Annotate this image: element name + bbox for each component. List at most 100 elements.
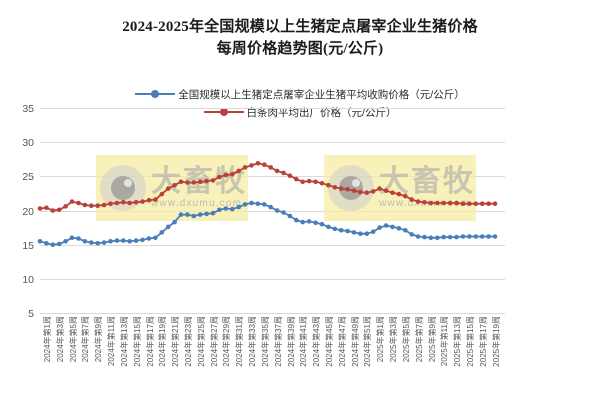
data-point[interactable] [492,201,498,206]
data-point[interactable] [217,207,222,213]
data-point[interactable] [44,241,49,246]
data-point[interactable] [101,202,107,208]
data-point[interactable] [319,180,325,186]
data-point[interactable] [217,174,222,180]
data-point[interactable] [82,202,88,208]
data-point[interactable] [364,190,370,195]
data-point[interactable] [428,235,434,241]
data-point[interactable] [460,201,466,206]
data-point[interactable] [114,238,120,243]
data-point[interactable] [441,234,447,240]
data-point[interactable] [191,180,197,185]
data-point[interactable] [178,179,184,185]
data-point[interactable] [326,224,331,230]
data-point[interactable] [89,203,94,208]
data-point[interactable] [63,239,68,244]
data-point[interactable] [69,235,75,241]
data-point[interactable] [447,200,453,206]
data-point[interactable] [133,238,139,243]
data-point[interactable] [409,232,415,237]
legend-item-pork-price[interactable]: 白条肉平均出厂价格（元/公斤） [203,104,396,120]
data-point[interactable] [274,208,280,213]
data-point[interactable] [236,204,241,210]
data-point[interactable] [441,200,447,206]
data-point[interactable] [89,240,94,245]
data-point[interactable] [185,212,190,217]
data-point[interactable] [159,191,165,197]
data-point[interactable] [249,200,254,206]
data-point[interactable] [313,220,318,226]
data-point[interactable] [435,235,440,241]
data-point[interactable] [165,186,171,191]
data-point[interactable] [479,201,485,206]
data-point[interactable] [242,202,248,207]
data-point[interactable] [313,179,318,185]
data-point[interactable] [133,200,139,205]
data-point[interactable] [172,182,177,188]
data-point[interactable] [127,200,132,206]
data-point[interactable] [204,211,209,217]
data-point[interactable] [306,178,312,184]
data-point[interactable] [435,200,440,206]
data-point[interactable] [460,234,466,239]
data-point[interactable] [95,203,100,208]
data-point[interactable] [101,240,107,245]
data-point[interactable] [396,191,402,197]
data-point[interactable] [409,197,415,202]
data-point[interactable] [345,187,350,192]
data-point[interactable] [223,172,229,178]
data-point[interactable] [204,178,209,184]
data-point[interactable] [351,230,357,235]
data-point[interactable] [300,219,306,225]
data-point[interactable] [383,188,389,193]
data-point[interactable] [467,234,472,239]
data-point[interactable] [294,217,299,223]
data-point[interactable] [338,228,344,233]
data-point[interactable] [159,230,165,235]
data-point[interactable] [44,205,49,211]
data-point[interactable] [37,206,43,211]
data-point[interactable] [486,201,491,206]
data-point[interactable] [108,239,113,244]
data-point[interactable] [255,161,261,166]
data-point[interactable] [390,190,395,195]
data-point[interactable] [185,180,190,185]
data-point[interactable] [262,202,267,207]
data-point[interactable] [332,226,338,232]
data-point[interactable] [210,210,216,216]
data-point[interactable] [37,239,43,244]
data-point[interactable] [56,241,62,247]
data-point[interactable] [236,168,241,174]
data-point[interactable] [428,200,434,206]
data-point[interactable] [281,210,286,215]
data-point[interactable] [230,172,235,177]
data-point[interactable] [358,231,363,236]
data-point[interactable] [326,182,331,188]
data-point[interactable] [146,197,152,203]
data-point[interactable] [178,212,184,217]
data-point[interactable] [447,234,453,240]
data-point[interactable] [300,179,306,185]
data-point[interactable] [403,193,408,199]
data-point[interactable] [140,199,145,204]
data-point[interactable] [249,163,254,168]
data-point[interactable] [140,237,145,243]
data-point[interactable] [121,238,126,243]
data-point[interactable] [268,165,273,170]
data-point[interactable] [306,219,312,224]
data-point[interactable] [197,179,203,185]
data-point[interactable] [76,236,81,241]
data-point[interactable] [287,173,293,178]
data-point[interactable] [274,168,280,174]
data-point[interactable] [69,199,75,204]
data-point[interactable] [210,178,216,183]
data-point[interactable] [242,165,248,170]
data-point[interactable] [191,213,197,219]
data-point[interactable] [454,200,459,206]
data-point[interactable] [422,200,427,205]
data-point[interactable] [127,239,132,244]
data-point[interactable] [377,225,382,230]
data-point[interactable] [486,234,491,239]
data-point[interactable] [467,201,472,206]
data-point[interactable] [230,206,235,212]
